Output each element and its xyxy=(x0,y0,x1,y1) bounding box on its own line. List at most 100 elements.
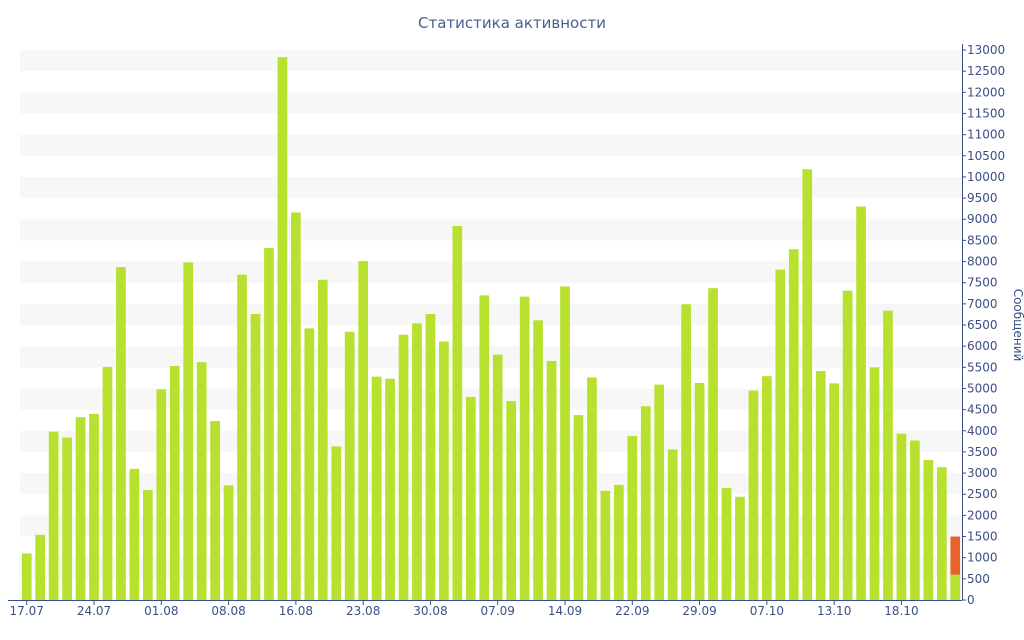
bar xyxy=(533,320,543,600)
x-tick-label: 07.09 xyxy=(481,604,515,618)
bar xyxy=(385,378,395,600)
y-tick-label: 12000 xyxy=(967,85,1005,99)
x-tick-label: 18.10 xyxy=(884,604,918,618)
x-tick-label: 30.08 xyxy=(413,604,447,618)
bar xyxy=(721,487,732,600)
grid-band xyxy=(20,92,962,114)
bar xyxy=(560,286,570,600)
y-tick-label: 1500 xyxy=(967,530,998,544)
bar xyxy=(815,371,826,600)
bar xyxy=(869,367,880,600)
bar xyxy=(775,269,786,600)
bar xyxy=(264,248,274,600)
bar xyxy=(842,290,853,600)
bar xyxy=(667,449,678,600)
current-bar xyxy=(950,536,961,600)
y-tick-label: 10000 xyxy=(967,170,1005,184)
y-tick-label: 9500 xyxy=(967,191,998,205)
bar xyxy=(856,206,866,601)
bar xyxy=(62,437,72,600)
bar xyxy=(587,377,597,600)
bar xyxy=(75,417,86,600)
bar xyxy=(412,323,422,600)
bar xyxy=(896,433,907,600)
y-tick-label: 3500 xyxy=(967,445,998,459)
bar xyxy=(452,226,463,600)
bar xyxy=(291,212,301,600)
x-tick-label: 16.08 xyxy=(279,604,313,618)
y-tick-label: 4500 xyxy=(967,403,998,417)
grid-band xyxy=(20,219,962,241)
grid-band xyxy=(20,134,962,156)
grid-band xyxy=(20,176,962,199)
bar xyxy=(936,467,947,600)
bar xyxy=(142,490,153,600)
bar xyxy=(694,382,705,600)
y-tick-label: 6500 xyxy=(967,318,998,332)
y-tick-label: 3000 xyxy=(967,466,998,480)
bar xyxy=(358,261,369,600)
x-tick-label: 29.09 xyxy=(682,604,716,618)
bar xyxy=(371,376,382,600)
bar xyxy=(506,401,517,600)
x-tick-label: 23.08 xyxy=(346,604,380,618)
y-tick-label: 8000 xyxy=(967,255,998,269)
bar xyxy=(923,459,934,600)
bar xyxy=(573,415,584,600)
bar xyxy=(910,440,920,600)
bar xyxy=(331,446,342,600)
bar xyxy=(102,366,113,600)
bar xyxy=(735,496,745,600)
x-tick-label: 17.07 xyxy=(10,604,44,618)
bar xyxy=(277,57,288,600)
grid-band xyxy=(20,50,962,72)
y-tick-label: 4000 xyxy=(967,424,998,438)
y-tick-label: 5000 xyxy=(967,381,998,395)
bar xyxy=(196,362,207,600)
x-tick-label: 14.09 xyxy=(548,604,582,618)
y-tick-label: 8500 xyxy=(967,233,998,247)
bar xyxy=(304,328,315,600)
x-tick-label: 24.07 xyxy=(77,604,111,618)
chart-title: Статистика активности xyxy=(418,14,606,32)
bar xyxy=(48,431,59,600)
bar xyxy=(21,553,32,600)
y-tick-label: 1000 xyxy=(967,551,998,565)
bar xyxy=(681,304,691,600)
y-tick-label: 2500 xyxy=(967,487,998,501)
bar xyxy=(465,396,476,600)
y-tick-label: 12500 xyxy=(967,64,1005,78)
bar xyxy=(788,249,799,600)
bar xyxy=(479,295,490,600)
bar xyxy=(35,534,46,600)
bar xyxy=(210,421,220,600)
bar xyxy=(627,435,638,600)
x-tick-label: 07.10 xyxy=(750,604,784,618)
y-axis-title: Сообщений xyxy=(1011,289,1024,362)
bar xyxy=(425,314,436,600)
bar xyxy=(708,288,718,600)
bar xyxy=(89,413,99,600)
bar xyxy=(600,490,611,600)
y-tick-label: 11500 xyxy=(967,106,1005,120)
bar xyxy=(613,484,624,600)
y-tick-label: 13000 xyxy=(967,43,1005,57)
bar xyxy=(640,406,651,600)
bar xyxy=(183,262,194,600)
bar xyxy=(829,383,840,600)
bar xyxy=(546,360,557,600)
x-tick-label: 08.08 xyxy=(211,604,245,618)
bar xyxy=(802,169,813,601)
bar xyxy=(317,279,328,600)
y-tick-label: 5500 xyxy=(967,360,998,374)
y-tick-label: 9000 xyxy=(967,212,998,226)
y-tick-label: 6000 xyxy=(967,339,998,353)
grid-band xyxy=(20,346,962,368)
current-bar-base xyxy=(950,574,961,600)
y-tick-label: 2000 xyxy=(967,508,998,522)
bar xyxy=(250,314,261,600)
y-tick-label: 500 xyxy=(967,572,990,586)
bar xyxy=(492,354,503,600)
x-tick-label: 01.08 xyxy=(144,604,178,618)
